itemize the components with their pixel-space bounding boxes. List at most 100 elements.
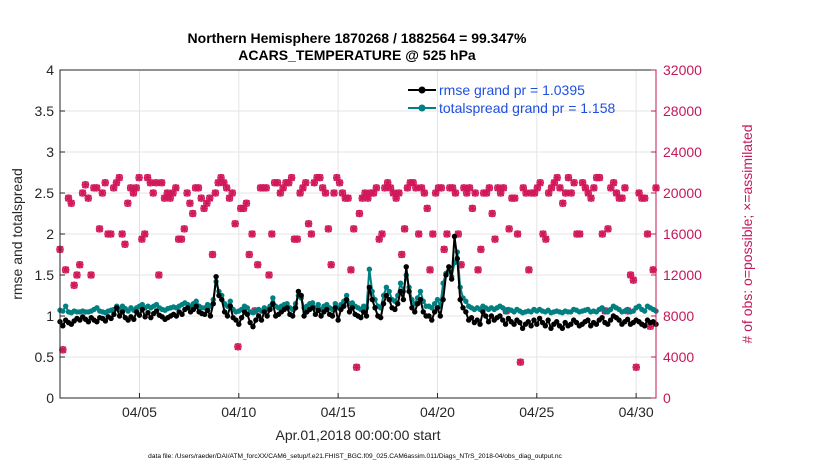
legend-spread-label: totalspread grand pr = 1.158 [439,100,616,116]
obs-assimilated-point [426,266,434,274]
obs-assimilated-point [610,179,618,187]
rmse-point [173,313,180,319]
obs-assimilated-point [485,184,493,192]
obs-assimilated-point [330,189,338,197]
obs-assimilated-point [562,189,570,197]
obs-assimilated-point [124,199,132,207]
y-left-tick-label: 0.5 [35,349,55,365]
rmse-point [431,309,438,315]
obs-assimilated-point [604,225,612,233]
rmse-point [221,309,228,315]
obs-assimilated-point [273,179,282,187]
obs-assimilated-point [324,225,332,233]
rmse-point [114,305,120,311]
rmse-point [290,313,296,319]
obs-assimilated-point [632,363,640,371]
spread-point [500,305,506,311]
obs-assimilated-point [211,189,219,197]
rmse-point [624,316,631,322]
rmse-point [261,309,268,315]
obs-assimilated-point [401,225,409,233]
rmse-point [500,317,506,323]
legend-rmse-label: rmse grand pr = 1.0395 [439,82,585,98]
obs-assimilated-point [494,184,502,192]
rmse-point [483,313,489,319]
y-left-tick-label: 2 [46,226,54,242]
obs-assimilated-point [381,184,389,192]
spread-point [193,298,199,304]
obs-assimilated-point [152,179,160,187]
rmse-point [153,308,160,314]
obs-assimilated-point [559,199,567,207]
rmse-point [298,292,304,299]
obs-assimilated-point [73,271,81,279]
rmse-point [346,309,353,315]
obs-assimilated-point [556,184,564,192]
obs-assimilated-point [522,189,530,197]
y-left-tick-label: 1.5 [35,267,55,283]
rmse-point [378,314,384,321]
rmse-point [397,288,404,295]
obs-assimilated-point [129,189,138,197]
obs-assimilated-point [149,189,157,197]
obs-assimilated-point [172,184,180,192]
rmse-point [497,313,503,319]
rmse-point [443,272,449,278]
obs-assimilated-point [547,184,556,192]
obs-assimilated-point [491,235,499,243]
x-tick-label: 04/25 [519,404,554,420]
obs-assimilated-point [146,179,154,187]
obs-assimilated-point [166,194,174,202]
y-left-tick-label: 0 [46,390,54,406]
spread-point [463,298,469,304]
obs-assimilated-point [158,179,166,187]
data-file-footer: data file: /Users/raeder/DAI/ATM_forcXX/… [148,453,562,460]
obs-assimilated-point [84,194,92,202]
obs-assimilated-point [643,230,652,238]
rmse-point [477,321,483,327]
chart-title-line1: Northern Hemisphere 1870268 / 1882564 = … [188,30,527,46]
rmse-point [525,319,531,325]
rmse-point [485,319,492,325]
obs-assimilated-point [460,184,468,192]
obs-assimilated-point [262,184,270,192]
obs-assimilated-point [409,179,417,187]
obs-assimilated-point [118,230,126,238]
obs-assimilated-point [186,199,194,207]
rmse-point [119,309,126,315]
obs-assimilated-point [432,189,440,197]
rmse-point [542,323,549,329]
obs-assimilated-point [607,184,615,192]
rmse-point [463,309,469,315]
y-right-tick-label: 12000 [663,267,702,283]
rmse-point [343,296,350,303]
axis-ticks: 04/05 04/10 04/15 04/20 04/25 04/30 0 0.5 1 1.5 2 2… [35,62,703,420]
rmse-point [488,313,495,319]
obs-assimilated-point [358,194,366,202]
obs-assimilated-point [641,194,649,202]
rmse-point [451,233,458,240]
rmse-point [363,313,370,319]
obs-assimilated-point [477,245,485,253]
rmse-point [301,313,307,319]
obs-assimilated-point [395,189,403,197]
rmse-point [111,311,117,318]
obs-assimilated-point [143,174,152,182]
chart-title-line2: ACARS_TEMPERATURE @ 525 hPa [238,47,476,63]
rmse-point [258,317,265,323]
legend-spread-marker [418,104,426,112]
rmse-point [247,319,253,326]
rmse-point [332,305,338,311]
obs-assimilated-point [242,199,250,207]
obs-assimilated-point [87,271,95,279]
rmse-point [139,306,146,313]
rmse-point [94,319,100,325]
obs-assimilated-point [321,189,330,197]
rmse-point [292,305,299,311]
obs-assimilated-point [333,174,341,182]
obs-assimilated-point [443,230,451,238]
rmse-point [593,321,600,327]
obs-assimilated-point [355,209,363,218]
obs-assimilated-point [62,266,70,274]
rmse-point [468,314,475,321]
